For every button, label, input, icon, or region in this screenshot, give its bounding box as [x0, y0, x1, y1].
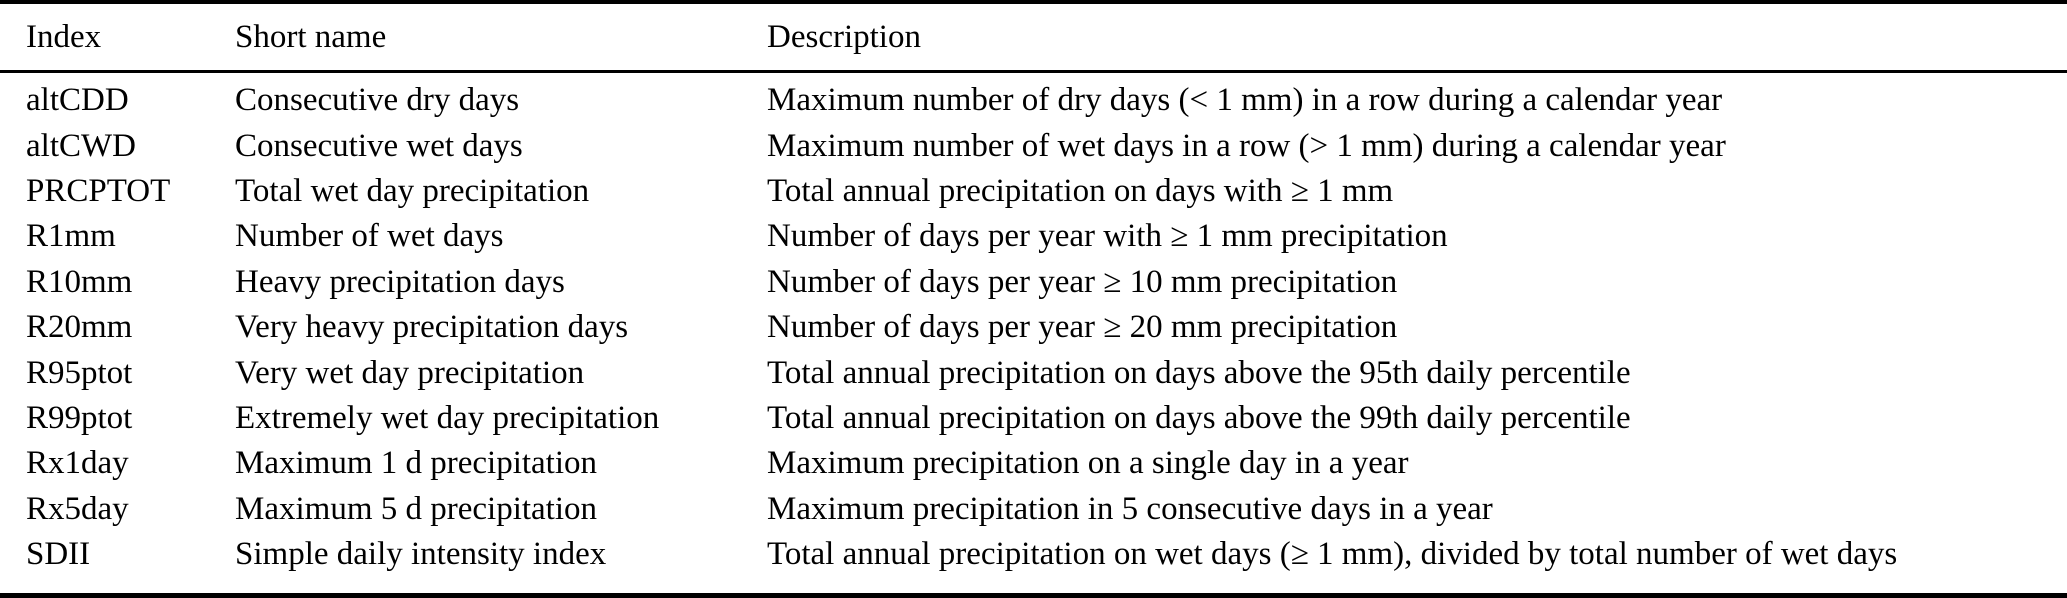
description-cell: Total annual precipitation on wet days (…: [767, 536, 1898, 573]
table-row: PRCPTOT Total wet day precipitation Tota…: [0, 169, 2067, 214]
index-cell: Rx5day: [26, 490, 129, 527]
short-name-cell: Very wet day precipitation: [235, 354, 585, 391]
short-name-cell: Simple daily intensity index: [235, 536, 607, 573]
description-cell: Number of days per year with ≥ 1 mm prec…: [767, 218, 1448, 255]
short-name-cell: Number of wet days: [235, 218, 504, 255]
index-cell: Rx1day: [26, 445, 129, 482]
index-cell: altCDD: [26, 82, 129, 119]
index-cell: R99ptot: [26, 399, 133, 436]
table-row: R20mm Very heavy precipitation days Numb…: [0, 305, 2067, 350]
index-cell: R20mm: [26, 309, 133, 346]
table-row: Rx1day Maximum 1 d precipitation Maximum…: [0, 441, 2067, 486]
short-name-cell: Heavy precipitation days: [235, 263, 565, 300]
short-name-cell: Maximum 1 d precipitation: [235, 445, 598, 482]
description-column-header: Description: [767, 18, 921, 55]
description-cell: Total annual precipitation on days with …: [767, 172, 1394, 209]
table-row: SDII Simple daily intensity index Total …: [0, 532, 2067, 577]
short-name-cell: Extremely wet day precipitation: [235, 399, 660, 436]
table-row: altCDD Consecutive dry days Maximum numb…: [0, 78, 2067, 123]
index-cell: R95ptot: [26, 354, 133, 391]
description-cell: Maximum precipitation on a single day in…: [767, 445, 1409, 482]
description-cell: Total annual precipitation on days above…: [767, 399, 1631, 436]
table-header-row: Index Short name Description: [0, 4, 2067, 73]
table-row: R95ptot Very wet day precipitation Total…: [0, 350, 2067, 395]
table-body: altCDD Consecutive dry days Maximum numb…: [0, 73, 2067, 593]
short-name-cell: Consecutive dry days: [235, 82, 520, 119]
short-name-cell: Total wet day precipitation: [235, 172, 590, 209]
table-row: altCWD Consecutive wet days Maximum numb…: [0, 123, 2067, 168]
table-row: R99ptot Extremely wet day precipitation …: [0, 396, 2067, 441]
description-cell: Maximum number of dry days (< 1 mm) in a…: [767, 82, 1723, 119]
table-row: Rx5day Maximum 5 d precipitation Maximum…: [0, 487, 2067, 532]
description-cell: Maximum number of wet days in a row (> 1…: [767, 127, 1726, 164]
index-cell: PRCPTOT: [26, 172, 171, 209]
description-cell: Number of days per year ≥ 20 mm precipit…: [767, 309, 1398, 346]
index-column-header: Index: [26, 18, 102, 55]
short-name-cell: Maximum 5 d precipitation: [235, 490, 598, 527]
description-cell: Number of days per year ≥ 10 mm precipit…: [767, 263, 1398, 300]
index-cell: altCWD: [26, 127, 136, 164]
table-row: R10mm Heavy precipitation days Number of…: [0, 260, 2067, 305]
description-cell: Maximum precipitation in 5 consecutive d…: [767, 490, 1493, 527]
short-name-cell: Very heavy precipitation days: [235, 309, 629, 346]
index-cell: SDII: [26, 536, 91, 573]
table-row: R1mm Number of wet days Number of days p…: [0, 214, 2067, 259]
short-name-column-header: Short name: [235, 18, 387, 55]
index-cell: R1mm: [26, 218, 116, 255]
description-cell: Total annual precipitation on days above…: [767, 354, 1631, 391]
short-name-cell: Consecutive wet days: [235, 127, 523, 164]
index-cell: R10mm: [26, 263, 133, 300]
